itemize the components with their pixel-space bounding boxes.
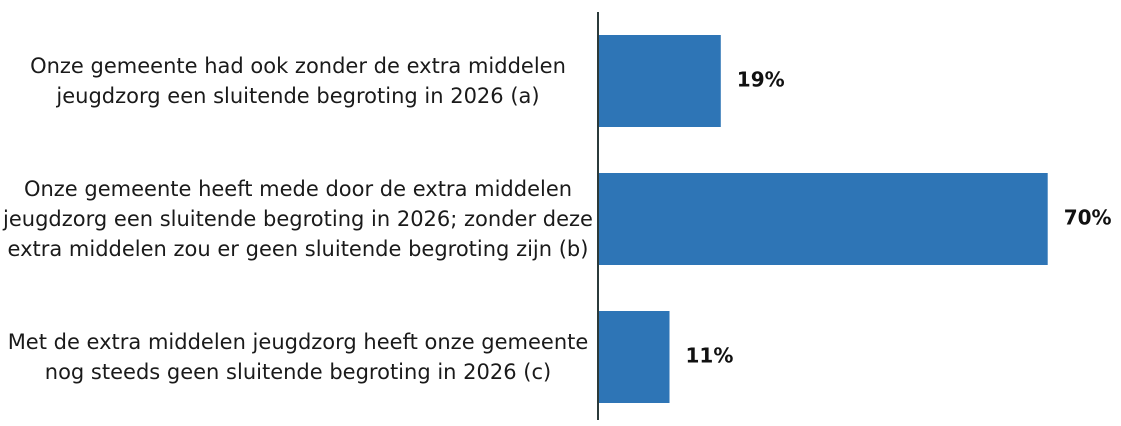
category-label: Onze gemeente had ook zonder de extra mi… bbox=[2, 12, 594, 150]
bar bbox=[599, 311, 670, 403]
bar bbox=[599, 173, 1048, 265]
value-label: 19% bbox=[737, 68, 785, 92]
category-label: Met de extra middelen jeugdzorg heeft on… bbox=[2, 288, 594, 426]
category-text: Onze gemeente heeft mede door de extra m… bbox=[3, 177, 593, 261]
bar bbox=[599, 35, 721, 127]
category-label: Onze gemeente heeft mede door de extra m… bbox=[2, 150, 594, 288]
category-text: Met de extra middelen jeugdzorg heeft on… bbox=[7, 330, 589, 384]
value-label: 70% bbox=[1064, 206, 1112, 230]
value-label: 11% bbox=[686, 344, 734, 368]
category-text: Onze gemeente had ook zonder de extra mi… bbox=[30, 54, 566, 108]
